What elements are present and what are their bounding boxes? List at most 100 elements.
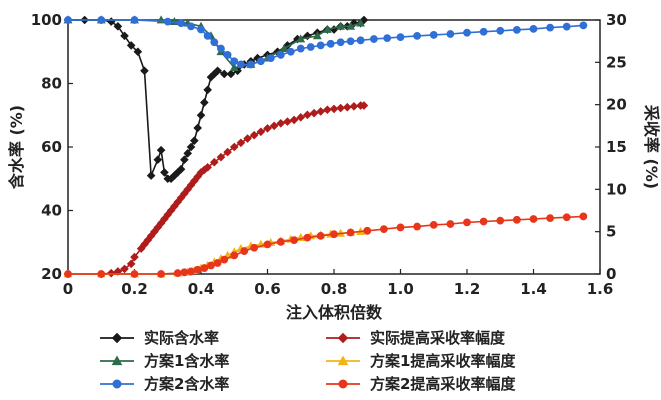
data-point bbox=[529, 24, 538, 33]
data-point bbox=[363, 226, 372, 235]
data-point bbox=[120, 264, 129, 274]
y-right-tick-label: 15 bbox=[606, 138, 627, 156]
data-point bbox=[156, 145, 166, 155]
data-point bbox=[193, 265, 202, 274]
data-point bbox=[229, 62, 239, 72]
data-point bbox=[349, 18, 359, 28]
data-point bbox=[323, 105, 332, 115]
data-point bbox=[200, 98, 209, 107]
data-point bbox=[396, 223, 405, 232]
data-point bbox=[303, 110, 312, 120]
data-point bbox=[379, 225, 388, 234]
data-point bbox=[130, 270, 139, 278]
x-tick-label: 0.8 bbox=[321, 280, 348, 298]
data-point bbox=[186, 142, 196, 152]
data-point bbox=[290, 236, 299, 245]
data-point bbox=[283, 41, 292, 50]
legend-item: 实际提高采收率幅度 bbox=[326, 329, 506, 347]
y-right-tick-label: 0 bbox=[606, 265, 616, 283]
data-point bbox=[226, 69, 236, 79]
series-6 bbox=[64, 212, 588, 278]
data-point bbox=[120, 31, 129, 41]
data-point bbox=[203, 163, 212, 172]
y-left-tick-label: 40 bbox=[41, 202, 62, 220]
legend-marker bbox=[337, 355, 349, 366]
x-tick-label: 0 bbox=[63, 280, 73, 298]
data-point bbox=[219, 69, 229, 79]
data-point bbox=[183, 149, 193, 158]
data-point bbox=[396, 33, 405, 42]
data-point bbox=[220, 255, 229, 264]
data-point bbox=[130, 16, 139, 24]
data-point bbox=[160, 168, 169, 177]
data-point bbox=[279, 43, 289, 52]
legend-marker bbox=[111, 355, 123, 366]
data-point bbox=[97, 16, 106, 24]
legend-marker bbox=[111, 332, 123, 344]
data-point bbox=[370, 35, 378, 43]
data-point bbox=[316, 41, 325, 50]
data-point bbox=[356, 18, 366, 27]
data-point bbox=[223, 51, 232, 59]
data-point bbox=[296, 44, 305, 53]
data-point bbox=[106, 268, 116, 278]
data-point bbox=[562, 213, 571, 222]
series-4 bbox=[63, 101, 369, 279]
data-point bbox=[413, 222, 422, 231]
data-point bbox=[316, 107, 326, 116]
data-point bbox=[163, 17, 172, 26]
data-point bbox=[213, 259, 222, 267]
data-point bbox=[326, 39, 335, 48]
legend-item: 方案1提高采收率幅度 bbox=[326, 352, 516, 370]
data-point bbox=[209, 157, 219, 167]
series-3 bbox=[64, 16, 588, 69]
data-point bbox=[263, 124, 272, 133]
data-point bbox=[256, 57, 265, 66]
data-point bbox=[283, 117, 292, 126]
data-point bbox=[276, 237, 285, 246]
data-point bbox=[177, 19, 185, 28]
y-left-tick-label: 20 bbox=[41, 265, 62, 283]
data-point bbox=[173, 269, 182, 278]
data-point bbox=[236, 138, 246, 148]
data-point bbox=[312, 31, 322, 40]
data-point bbox=[286, 47, 295, 56]
data-point bbox=[213, 66, 222, 76]
legend-marker bbox=[337, 332, 349, 344]
data-point bbox=[529, 215, 538, 223]
data-point bbox=[263, 240, 272, 249]
data-point bbox=[359, 101, 369, 110]
data-point bbox=[176, 164, 186, 174]
data-point bbox=[479, 217, 488, 226]
data-point bbox=[126, 259, 136, 269]
y-right-tick-label: 10 bbox=[606, 180, 627, 198]
data-point bbox=[216, 152, 226, 162]
data-point bbox=[97, 270, 106, 278]
data-point bbox=[579, 212, 588, 221]
data-point bbox=[429, 31, 438, 39]
data-point bbox=[230, 57, 239, 66]
x-tick-label: 1.4 bbox=[520, 280, 547, 298]
data-point bbox=[463, 218, 471, 227]
x-tick-label: 0.2 bbox=[121, 280, 148, 298]
data-point bbox=[269, 121, 279, 131]
data-point bbox=[210, 38, 219, 47]
data-point bbox=[356, 36, 365, 45]
data-point bbox=[276, 51, 285, 59]
y-left-tick-label: 60 bbox=[41, 138, 62, 156]
data-point bbox=[243, 134, 252, 143]
data-point bbox=[153, 155, 163, 165]
data-point bbox=[146, 171, 156, 180]
data-point bbox=[126, 41, 136, 50]
legend-item: 方案2提高采收率幅度 bbox=[326, 375, 516, 393]
data-point bbox=[303, 233, 312, 242]
data-point bbox=[336, 38, 345, 47]
data-point bbox=[237, 60, 245, 69]
data-point bbox=[180, 155, 189, 165]
legend-label: 方案1含水率 bbox=[144, 352, 229, 370]
data-point bbox=[329, 104, 339, 114]
data-point bbox=[197, 25, 205, 34]
data-point bbox=[207, 261, 215, 270]
